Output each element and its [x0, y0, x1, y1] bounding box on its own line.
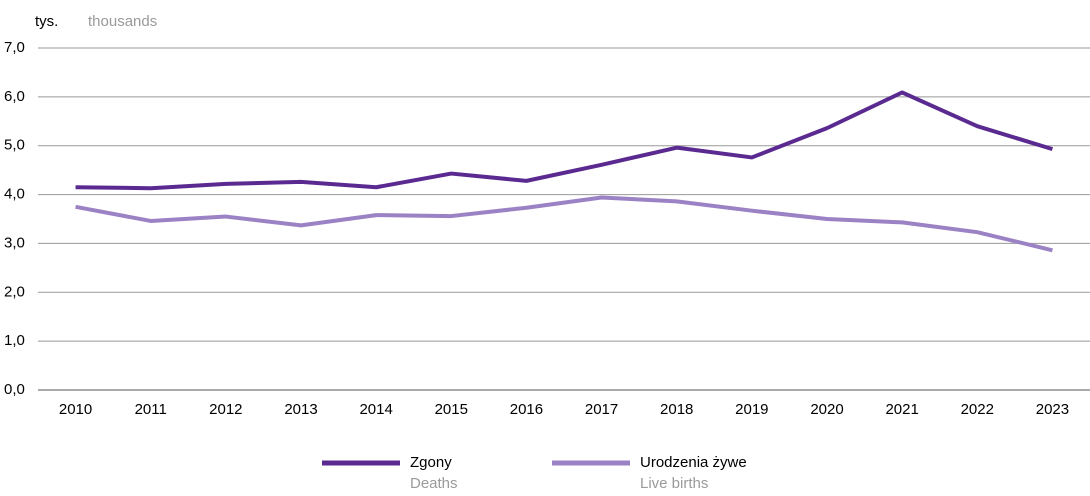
y-tick-label: 6,0	[4, 88, 25, 105]
y-tick-label: 4,0	[4, 186, 25, 203]
legend-label-en: Deaths	[410, 475, 458, 492]
y-tick-label: 0,0	[4, 381, 25, 398]
y-tick-label: 5,0	[4, 137, 25, 154]
x-tick-label: 2012	[209, 401, 242, 418]
legend-label: Zgony	[410, 454, 452, 471]
y-tick-label: 7,0	[4, 39, 25, 56]
series-line	[75, 90, 1054, 191]
x-tick-label: 2011	[135, 401, 167, 418]
x-tick-label: 2018	[660, 401, 693, 418]
x-tick-label: 2016	[510, 401, 543, 418]
y-tick-label: 1,0	[4, 332, 25, 349]
y-axis-label: tys.	[35, 13, 58, 30]
y-axis-label-en: thousands	[88, 13, 157, 30]
x-tick-label: 2010	[59, 401, 92, 418]
y-tick-label: 2,0	[4, 283, 25, 300]
x-tick-label: 2019	[735, 401, 768, 418]
x-tick-label: 2017	[585, 401, 618, 418]
x-tick-label: 2021	[885, 401, 918, 418]
x-tick-label: 2014	[359, 401, 392, 418]
x-tick-label: 2020	[810, 401, 843, 418]
x-tick-label: 2022	[961, 401, 994, 418]
x-tick-label: 2013	[284, 401, 317, 418]
legend-label: Urodzenia żywe	[640, 454, 747, 471]
y-tick-label: 3,0	[4, 234, 25, 251]
legend-label-en: Live births	[640, 475, 708, 492]
x-tick-label: 2015	[435, 401, 468, 418]
x-tick-label: 2023	[1036, 401, 1069, 418]
series-line	[75, 195, 1053, 253]
